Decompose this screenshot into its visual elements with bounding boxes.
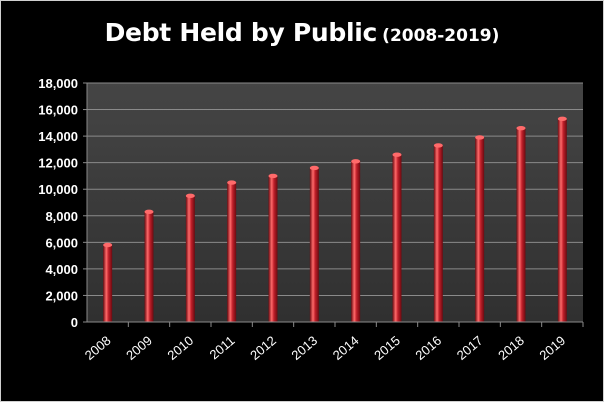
x-tick-label: 2018 (495, 333, 527, 363)
bar-cap (475, 135, 485, 140)
bar (392, 154, 402, 322)
x-axis: 2008 2009 2010 2011 2012 2013 2014 2015 2016 2017… (82, 321, 584, 363)
bar (268, 175, 278, 322)
bar-2010 (185, 193, 195, 322)
y-tick-label: 0 (71, 315, 78, 330)
gridlines (87, 82, 583, 323)
bar-cap (516, 125, 526, 131)
chart-title-main: Debt Held by Public (104, 18, 378, 47)
x-tick-label: 2008 (82, 333, 114, 363)
x-tick-label: 2015 (371, 333, 403, 363)
bar-cap (433, 143, 443, 148)
x-tick-label: 2009 (123, 333, 155, 363)
bar-2017 (475, 135, 485, 322)
y-axis: 0 2,000 4,000 6,000 8,000 10,000 12,000 14,000 1… (38, 76, 88, 330)
bar-cap (557, 116, 567, 122)
bar (144, 211, 154, 322)
x-tick-label: 2016 (412, 333, 444, 363)
bar-cap (227, 180, 237, 185)
bar (433, 145, 443, 322)
bar-2009 (144, 209, 154, 322)
bar-2018 (516, 125, 526, 322)
bar-cap (309, 165, 319, 171)
bars (103, 116, 567, 322)
y-tick-label: 8,000 (45, 209, 78, 224)
bar-cap (268, 173, 278, 179)
bar-2012 (268, 173, 278, 322)
y-tick-label: 6,000 (45, 235, 78, 250)
y-tick-label: 14,000 (38, 129, 78, 144)
x-tick-label: 2013 (288, 333, 320, 363)
bar (475, 137, 485, 322)
bar-cap (103, 242, 113, 248)
x-tick-label: 2017 (454, 333, 486, 363)
x-tick-label: 2014 (330, 333, 362, 363)
bar (351, 161, 361, 322)
bar-2019 (557, 116, 567, 322)
bar (557, 118, 567, 322)
y-tick-label: 2,000 (45, 288, 78, 303)
bar-cap (144, 209, 154, 214)
bar (185, 195, 195, 322)
bar-2011 (227, 180, 237, 322)
bar (103, 244, 113, 322)
y-tick-label: 10,000 (38, 182, 78, 197)
bar-cap (392, 152, 402, 157)
y-tick-label: 18,000 (38, 76, 78, 91)
bar (309, 167, 319, 322)
bar-2008 (103, 242, 113, 322)
y-tick-label: 4,000 (45, 262, 78, 277)
y-tick-label: 12,000 (38, 156, 78, 171)
bar-cap (185, 193, 195, 199)
bar-2014 (351, 159, 361, 322)
chart-title: Debt Held by Public (2008-2019) (0, 18, 604, 47)
x-tick-label: 2012 (247, 333, 279, 363)
bar-2013 (309, 165, 319, 322)
bar-cap (351, 159, 361, 164)
x-tick-label: 2019 (536, 333, 568, 363)
x-tick-label: 2011 (207, 333, 238, 362)
plot-area (87, 83, 583, 322)
y-tick-label: 16,000 (38, 103, 78, 118)
bar-2016 (433, 143, 443, 322)
bar (227, 182, 237, 322)
chart-title-subtitle: (2008-2019) (382, 26, 500, 46)
bar-2015 (392, 152, 402, 322)
x-tick-label: 2010 (164, 333, 196, 363)
bar (516, 128, 526, 322)
